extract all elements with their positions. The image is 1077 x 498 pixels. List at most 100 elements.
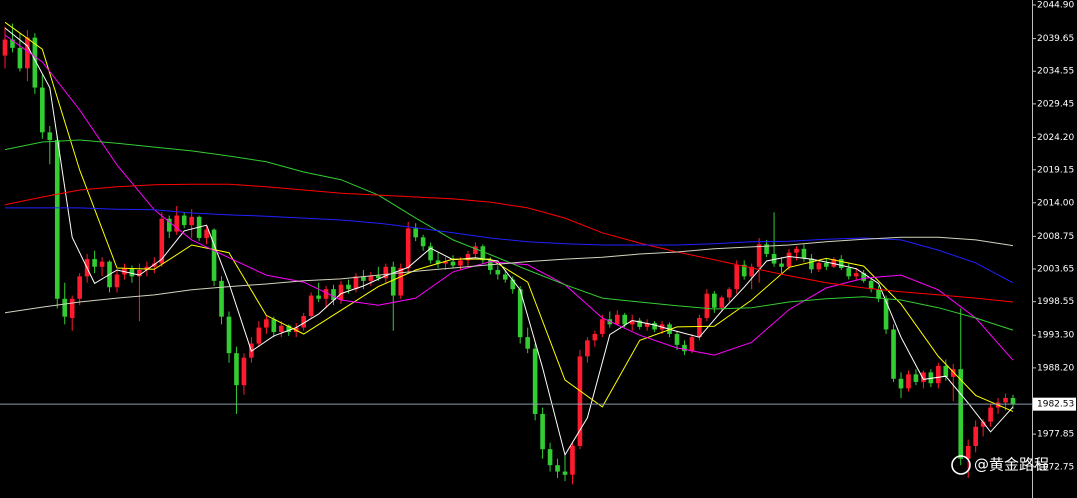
candle-body <box>988 407 993 422</box>
candle-body <box>570 445 575 475</box>
candle-body <box>600 319 605 334</box>
candle-body <box>980 421 986 427</box>
candle-body <box>264 319 269 328</box>
candle-body <box>278 325 284 333</box>
candle-body <box>861 273 866 281</box>
candle-body <box>704 293 710 318</box>
candle-body <box>77 276 82 299</box>
candle-body <box>256 327 262 344</box>
candle-body <box>532 348 538 414</box>
candle-body <box>114 274 120 288</box>
y-tick-label: 2044.90 <box>1037 0 1074 10</box>
candle-body <box>510 279 516 290</box>
candle-body <box>562 471 568 475</box>
candle-body <box>301 316 306 328</box>
candle-body <box>577 356 583 446</box>
candle-body <box>383 266 389 279</box>
y-tick-label: 1988.20 <box>1037 363 1074 373</box>
candle-body <box>697 317 702 338</box>
candle-body <box>838 259 844 269</box>
watermark: @黄金路程 <box>951 455 1049 475</box>
candle-body <box>316 295 321 299</box>
candle-body <box>40 87 45 133</box>
candle-body <box>592 333 598 341</box>
candle-body <box>271 319 277 333</box>
candle-body <box>338 284 344 301</box>
moving-average-line <box>4 183 1014 303</box>
candle-body <box>734 264 740 290</box>
candle-body <box>435 260 441 264</box>
candle-body <box>719 297 725 308</box>
candle-body <box>973 426 978 446</box>
candle-body <box>211 229 217 281</box>
moving-average-line <box>4 27 1014 457</box>
candle-body <box>936 365 941 384</box>
candle-body <box>219 280 224 317</box>
candle-body <box>144 266 150 270</box>
candle-body <box>428 246 433 261</box>
candle-body <box>517 289 523 338</box>
candle-body <box>361 276 366 281</box>
candle-body <box>921 372 926 382</box>
candle-body <box>913 374 919 382</box>
candle-body <box>413 228 418 238</box>
candle-body <box>473 246 478 254</box>
candle-body <box>398 268 404 296</box>
candle-body <box>10 39 15 48</box>
candle-body <box>622 314 628 325</box>
candle-body <box>502 274 508 280</box>
candle-body <box>712 293 717 308</box>
candle-body <box>308 295 314 317</box>
last-price-box <box>1033 397 1076 411</box>
candle-body <box>204 229 209 238</box>
candle-body <box>786 252 792 267</box>
candle-body <box>928 372 934 384</box>
candle-body <box>368 275 374 281</box>
y-tick-label: 2008.75 <box>1037 232 1074 242</box>
candle-body <box>92 259 97 267</box>
y-tick-label: 2024.20 <box>1037 133 1074 143</box>
candle-body <box>749 266 754 277</box>
candle-body <box>741 264 747 277</box>
candle-body <box>129 268 135 277</box>
candle-body <box>816 262 822 270</box>
watermark-logo <box>951 455 971 475</box>
candle-body <box>159 218 165 264</box>
candle-body <box>779 263 784 267</box>
candle-body <box>331 289 336 301</box>
candle-body <box>32 37 38 88</box>
candle-body <box>174 215 180 232</box>
candle-body <box>353 276 359 290</box>
candle-body <box>47 132 53 141</box>
candle-body <box>794 248 799 253</box>
moving-average-line <box>4 21 1014 412</box>
candle-body <box>346 284 351 290</box>
candle-body <box>898 378 904 389</box>
candle-body <box>652 323 657 330</box>
candle-body <box>17 47 23 69</box>
y-tick-label: 1993.30 <box>1037 331 1074 341</box>
y-tick-label: 1998.55 <box>1037 297 1074 307</box>
candle-body <box>465 253 471 261</box>
candle-body <box>458 260 463 266</box>
moving-average-line <box>4 139 1014 331</box>
candle-body <box>1010 397 1016 405</box>
candle-body <box>420 237 426 247</box>
y-tick-label: 2019.15 <box>1037 165 1074 175</box>
y-tick-label: 1977.85 <box>1037 430 1074 440</box>
candle-body <box>883 298 889 330</box>
candle-body <box>443 261 448 264</box>
y-tick-label: 2034.55 <box>1037 67 1074 77</box>
candle-body <box>674 333 680 345</box>
candle-body <box>137 269 142 277</box>
candle-body <box>286 325 292 333</box>
candle-body <box>69 298 75 318</box>
candle-body <box>689 337 695 352</box>
moving-average-line <box>4 236 1014 314</box>
candle-body <box>152 263 157 267</box>
candle-body <box>682 344 687 352</box>
y-tick-label: 2003.65 <box>1037 265 1074 275</box>
candle-body <box>540 413 545 450</box>
candle-body <box>853 273 859 277</box>
